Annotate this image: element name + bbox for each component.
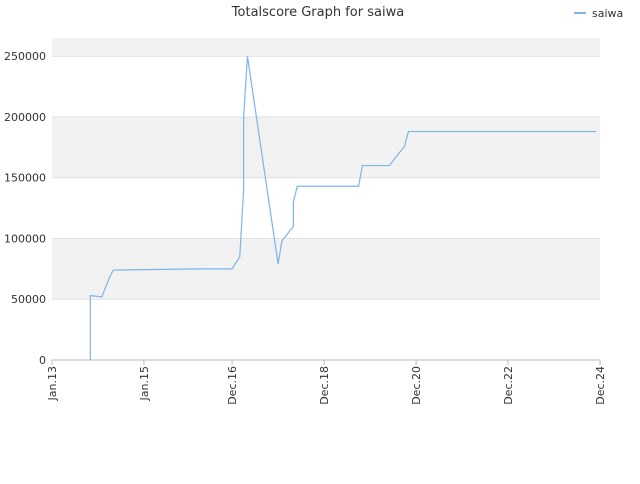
x-tick-label: Dec.20	[410, 366, 423, 405]
grid-band	[52, 116, 600, 178]
y-tick-label: 150000	[4, 172, 46, 185]
y-tick-label: 0	[39, 354, 46, 367]
x-tick-label: Dec.24	[594, 366, 607, 405]
grid-band	[52, 38, 600, 57]
x-tick-label: Jan.15	[138, 366, 151, 401]
x-tick-label: Jan.13	[46, 366, 59, 401]
x-tick-label: Dec.16	[226, 366, 239, 405]
grid-band	[52, 238, 600, 300]
y-tick-label: 50000	[11, 293, 46, 306]
x-tick-label: Dec.22	[502, 366, 515, 405]
series-line	[89, 56, 597, 360]
legend-label: saiwa	[592, 7, 623, 20]
y-tick-label: 200000	[4, 111, 46, 124]
chart-title: Totalscore Graph for saiwa	[231, 5, 404, 20]
x-tick-label: Dec.18	[318, 366, 331, 405]
y-tick-label: 250000	[4, 50, 46, 63]
y-tick-label: 100000	[4, 232, 46, 245]
